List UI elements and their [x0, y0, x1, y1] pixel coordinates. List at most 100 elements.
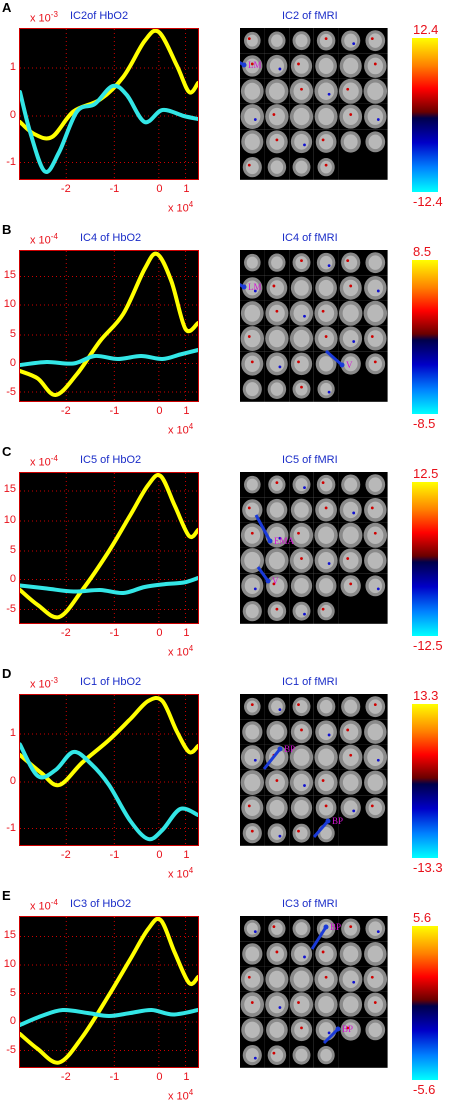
empty-cell: [338, 598, 388, 624]
brain-slice-inner: [319, 33, 333, 48]
arrow-head: [325, 818, 331, 824]
brain-slice-inner: [319, 477, 333, 492]
activation-spot: [327, 264, 331, 268]
arrow-head: [267, 538, 273, 544]
colorbar-max: 12.4: [413, 22, 439, 37]
activation-spot: [297, 829, 300, 833]
brain-slice-inner: [318, 578, 334, 594]
brain-slice-inner: [270, 826, 284, 840]
brain-slice-inner: [294, 502, 309, 518]
brain-slice-inner: [269, 724, 285, 740]
x-exponent: x 104: [168, 422, 194, 437]
brain-slice-inner: [244, 748, 261, 766]
hbo2-title: IC4 of HbO2: [80, 232, 142, 244]
brain-slice-inner: [367, 723, 384, 741]
brain-slice-inner: [318, 723, 334, 740]
x-tick-label: 1: [183, 405, 190, 417]
activation-spot: [247, 804, 251, 808]
colorbar-max: 5.6: [413, 910, 432, 925]
brain-slice-inner: [294, 577, 309, 594]
panel-label: E: [2, 888, 11, 903]
y-tick-label: 10: [3, 957, 16, 970]
activation-spot: [272, 1051, 276, 1055]
empty-cell: [338, 820, 388, 846]
activation-spot: [278, 1006, 282, 1009]
activation-spot: [324, 163, 328, 167]
brain-slice-inner: [318, 526, 335, 544]
brain-slice-inner: [268, 551, 285, 570]
activation-spot: [376, 587, 380, 591]
brain-slice-inner: [343, 578, 358, 594]
brain-slice-inner: [295, 160, 308, 174]
brain-slice-inner: [367, 279, 384, 297]
hbo2-curve-cyan: [20, 742, 198, 842]
y-tick-label: 5: [9, 986, 16, 999]
x-tick-label: -1: [109, 849, 120, 861]
plot-canvas: [20, 695, 198, 845]
activation-spot: [297, 62, 300, 66]
activation-spot: [373, 62, 377, 66]
fmri-montage: BP BP: [240, 916, 388, 1068]
y-tick-label: 1: [9, 60, 16, 73]
x-tick-label: 1: [183, 627, 190, 639]
plot-canvas: [20, 251, 198, 401]
activation-spot: [346, 557, 350, 560]
activation-spot: [303, 784, 306, 787]
brain-slice-inner: [320, 382, 332, 396]
roi-annotation: BP: [332, 816, 343, 826]
hbo2-curve-cyan: [20, 83, 198, 174]
brain-slice-inner: [293, 526, 310, 544]
brain-slice-inner: [342, 748, 359, 766]
brain-slice-inner: [294, 133, 309, 150]
activation-spot: [278, 834, 282, 838]
y-tick-label: 1: [9, 726, 16, 739]
colorbar-min: -8.5: [413, 416, 436, 431]
activation-spot: [321, 309, 325, 313]
brain-slice-inner: [343, 134, 358, 150]
plot-canvas: [20, 29, 198, 179]
brain-slice-inner: [344, 921, 358, 936]
brain-slice-inner: [294, 280, 309, 296]
brain-slice-inner: [244, 551, 261, 570]
brain-slice-inner: [318, 57, 334, 74]
roi-annotation: LM: [248, 60, 262, 70]
activation-spot: [250, 1001, 254, 1004]
activation-spot: [324, 335, 328, 338]
hbo2-plot: [19, 916, 199, 1068]
annotation-arrow: [310, 926, 328, 950]
brain-slice-inner: [367, 501, 384, 519]
brain-slice-inner: [246, 922, 258, 935]
y-exponent: x 10-4: [30, 454, 58, 469]
brain-slice-inner: [293, 82, 310, 100]
brain-slice-inner: [318, 800, 334, 816]
brain-slice-inner: [293, 773, 310, 792]
brain-slice-inner: [244, 799, 260, 817]
brain-slice-inner: [271, 34, 283, 47]
fmri-slices: LM: [240, 28, 388, 180]
colorbar-min: -13.3: [413, 860, 443, 875]
brain-slice-inner: [268, 304, 285, 322]
brain-slice-inner: [244, 355, 260, 373]
activation-spot: [373, 703, 377, 707]
brain-slice-inner: [367, 748, 384, 766]
arrow-head: [265, 578, 271, 584]
y-tick-label: 0: [9, 572, 16, 585]
activation-spot: [321, 607, 325, 611]
empty-cell: [338, 154, 388, 180]
brain-slice-inner: [318, 945, 334, 962]
brain-slice-inner: [244, 304, 261, 322]
activation-spot: [352, 809, 356, 813]
hbo2-plot: [19, 472, 199, 624]
brain-slice-inner: [271, 700, 283, 713]
brain-slice-inner: [368, 921, 383, 936]
brain-slice-inner: [368, 134, 383, 150]
y-exponent: x 10-3: [30, 10, 58, 25]
fmri-title: IC3 of fMRI: [282, 898, 338, 910]
colorbar: [412, 38, 438, 192]
brain-slice-inner: [344, 33, 358, 48]
brain-slice-inner: [344, 477, 358, 492]
y-tick-label: 10: [3, 297, 16, 310]
annotation-arrow: [240, 283, 245, 289]
brain-slice-inner: [269, 355, 285, 372]
fmri-title: IC1 of fMRI: [282, 676, 338, 688]
